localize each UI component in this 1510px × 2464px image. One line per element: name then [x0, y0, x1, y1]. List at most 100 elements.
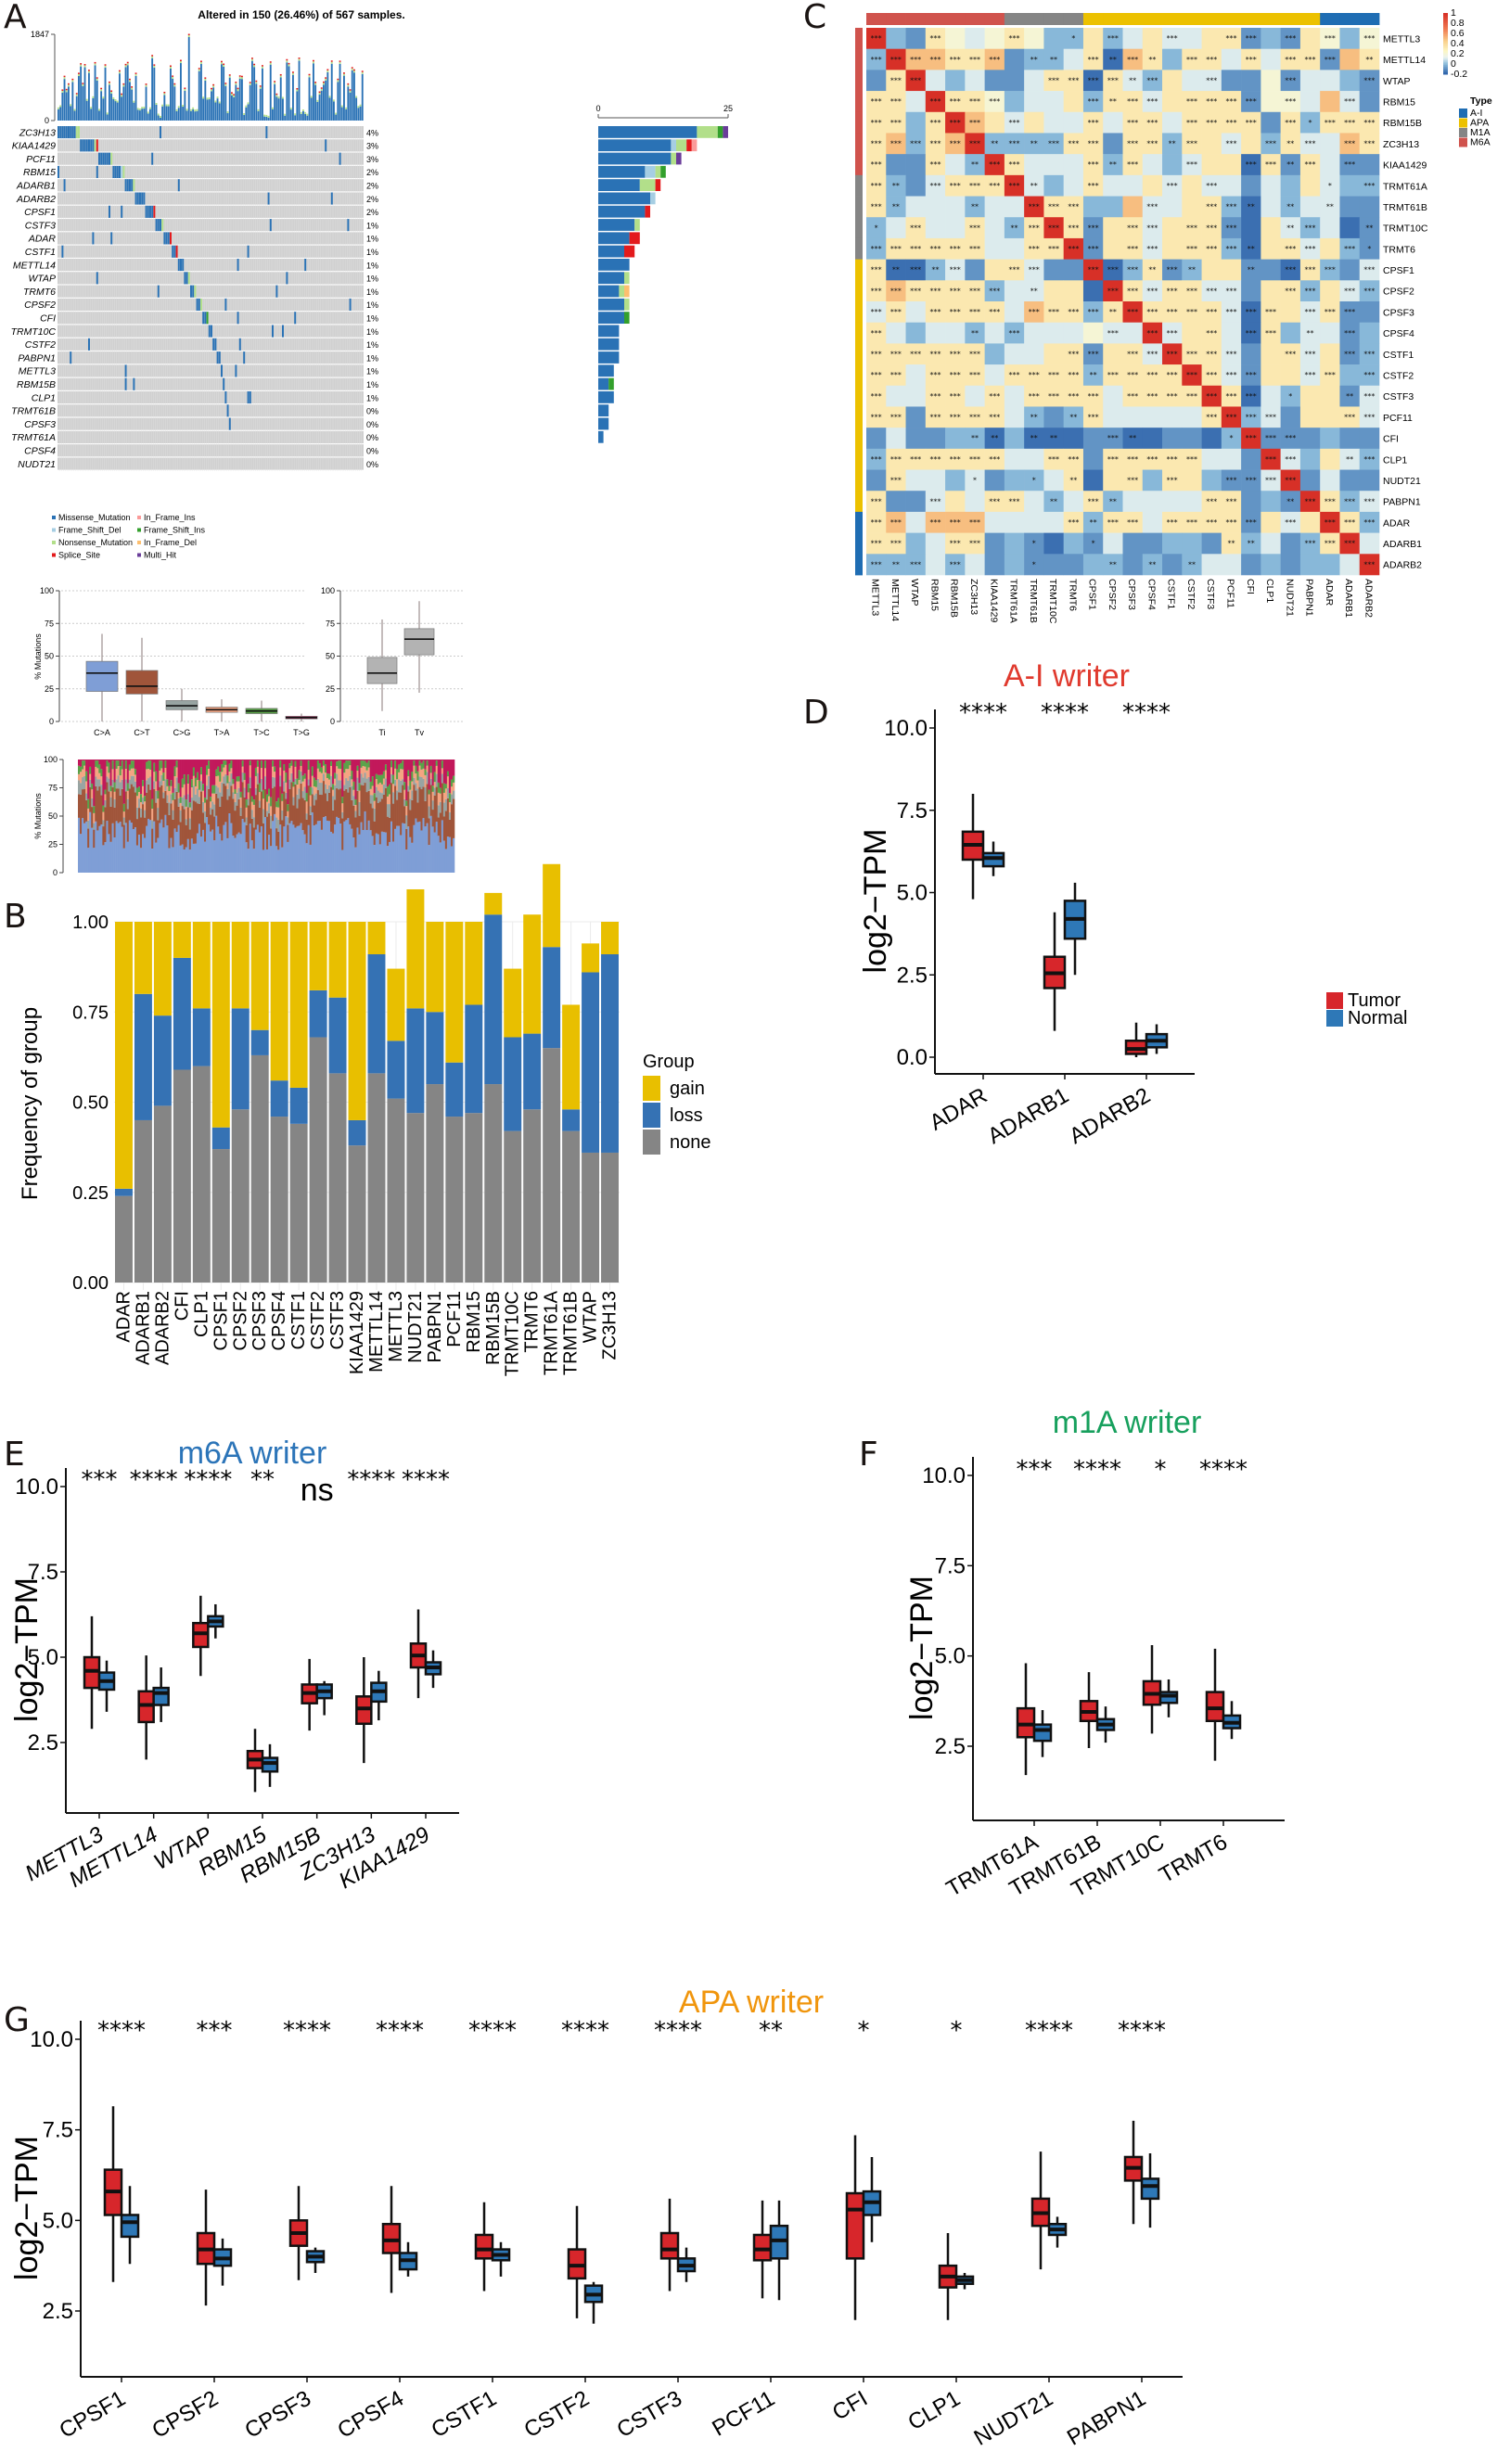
stack-segment [91, 783, 94, 790]
c-significance-stars: *** [1285, 518, 1296, 527]
stack-segment [213, 840, 216, 873]
stack-segment [219, 772, 222, 782]
c-heatmap-cell [1221, 469, 1242, 492]
b-bar-gain [328, 922, 347, 998]
tmb-bar-nonsense [238, 76, 241, 79]
c-heatmap-cell [1280, 532, 1301, 555]
stack-segment [217, 798, 220, 827]
c-heatmap-cell [866, 154, 887, 176]
stack-segment [390, 821, 393, 873]
stack-segment [230, 785, 233, 823]
tmb-bar [196, 110, 198, 121]
c-heatmap-cell [1082, 301, 1104, 323]
stack-segment [250, 796, 254, 802]
c-heatmap-cell [1339, 280, 1361, 302]
c-significance-stars: *** [1344, 414, 1355, 422]
stack-segment [275, 807, 278, 818]
c-type-bar-top [984, 13, 1005, 25]
c-significance-stars: ** [1365, 56, 1373, 64]
c-heatmap-cell [1280, 133, 1301, 155]
stack-segment [223, 767, 225, 777]
stack-segment [411, 772, 414, 782]
tmb-bar-nonsense [190, 109, 192, 111]
c-heatmap-cell [1182, 428, 1202, 450]
stack-segment [403, 782, 406, 790]
c-heatmap-cell [1024, 428, 1044, 450]
stack-segment [151, 809, 154, 821]
c-significance-stars: ** [1307, 329, 1314, 338]
stack-segment [351, 799, 353, 829]
c-heatmap-cell [1182, 385, 1202, 407]
stack-segment [96, 790, 99, 831]
c-type-bar-left [855, 428, 863, 450]
stack-segment [400, 792, 403, 836]
c-significance-stars: ** [892, 203, 900, 211]
stack-segment [318, 760, 322, 764]
stack-segment [309, 814, 313, 845]
c-heatmap-cell [1201, 343, 1222, 365]
significance-label: **** [654, 2017, 702, 2045]
stack-segment [228, 763, 231, 772]
c-heatmap-cell [1004, 237, 1025, 260]
c-significance-stars: *** [1146, 245, 1158, 253]
c-heatmap-cell [1359, 428, 1380, 450]
c-heatmap-cell [1260, 385, 1281, 407]
c-heatmap-cell [905, 511, 927, 533]
c-row-label: CPSF2 [1383, 287, 1414, 298]
stack-segment [274, 766, 276, 772]
c-heatmap-cell [1162, 428, 1183, 450]
b-bar-loss [173, 957, 191, 1070]
stack-segment [446, 788, 450, 798]
significance-label: ** [250, 1466, 275, 1494]
b-bar-none [601, 1152, 619, 1283]
c-significance-stars: *** [890, 97, 902, 106]
stack-segment [268, 803, 271, 814]
stack-segment [413, 777, 416, 785]
c-heatmap-cell [1359, 91, 1380, 113]
percent-label: 3% [366, 142, 378, 151]
c-heatmap-cell [925, 174, 946, 197]
c-heatmap-cell [925, 385, 946, 407]
tmb-bar-splice [94, 61, 96, 64]
c-significance-stars: * [1092, 540, 1095, 548]
stack-segment [188, 818, 192, 830]
c-heatmap-cell [1241, 469, 1261, 492]
stack-segment [122, 848, 126, 873]
c-heatmap-cell [1103, 280, 1123, 302]
c-significance-stars: *** [969, 350, 980, 358]
tmb-bar-nonsense [90, 107, 93, 109]
stack-segment [403, 806, 406, 824]
c-significance-stars: *** [1146, 223, 1158, 232]
tmb-bar-nonsense [243, 113, 246, 116]
tmb-bar [186, 110, 188, 121]
tmb-bar-nonsense [326, 70, 329, 72]
c-heatmap-cell [1082, 259, 1104, 281]
stack-segment [380, 831, 384, 873]
c-type-legend-title: Type [1470, 96, 1492, 107]
b-tick-label: 0.25 [72, 1183, 109, 1204]
c-heatmap-cell [1241, 196, 1261, 218]
stack-segment [349, 760, 352, 766]
stack-segment [236, 781, 238, 793]
stack-segment [164, 760, 167, 769]
stack-segment [382, 771, 386, 779]
c-significance-stars: *** [1305, 540, 1316, 548]
x-category-label: CFI [828, 2386, 872, 2426]
c-significance-stars: * [1328, 182, 1332, 190]
stack-segment [382, 794, 386, 833]
tmb-bar-splice [96, 77, 98, 79]
c-heatmap-cell [886, 385, 906, 407]
percent-label: 1% [366, 353, 378, 363]
c-heatmap-cell [1024, 237, 1044, 260]
stack-segment [288, 788, 291, 823]
titv-category-label: T>C [253, 728, 270, 737]
c-col-label: WTAP [909, 579, 920, 606]
c-significance-stars: *** [950, 245, 961, 253]
stack-segment [177, 783, 180, 793]
alteration-cell [124, 364, 127, 377]
c-heatmap-cell [1043, 343, 1064, 365]
c-significance-stars: *** [1186, 371, 1197, 379]
tmb-bar-nonsense [119, 71, 121, 74]
stack-segment [365, 830, 368, 873]
c-heatmap-cell [1122, 364, 1144, 387]
